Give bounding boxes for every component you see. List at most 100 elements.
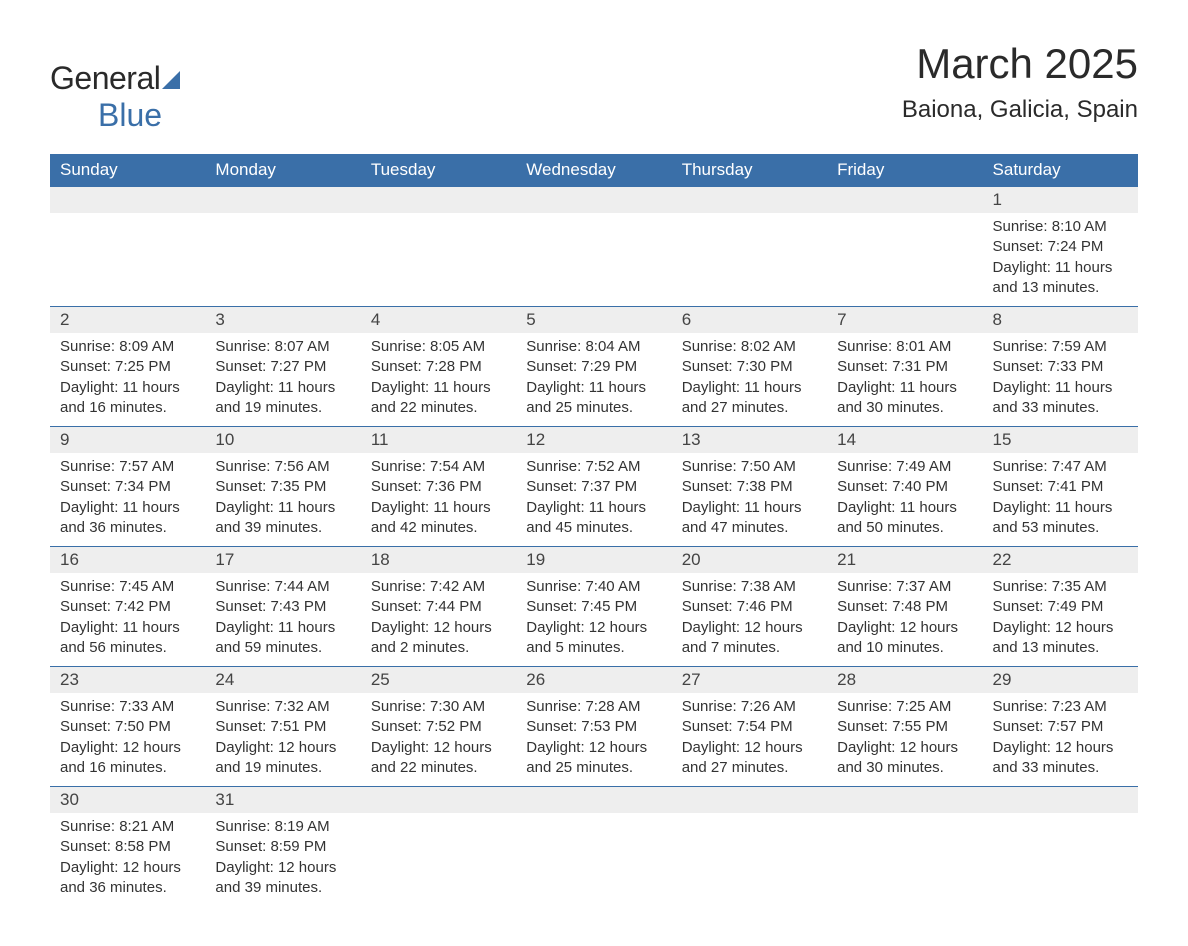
daylight-text: Daylight: 11 hours and 53 minutes. <box>993 498 1128 539</box>
weekday-header: Saturday <box>983 154 1138 187</box>
daylight-text: Daylight: 11 hours and 39 minutes. <box>215 498 350 539</box>
calendar-day <box>361 787 516 907</box>
day-number: 18 <box>361 547 516 573</box>
day-content: Sunrise: 8:02 AMSunset: 7:30 PMDaylight:… <box>672 333 827 426</box>
weekday-header: Wednesday <box>516 154 671 187</box>
day-content: Sunrise: 7:59 AMSunset: 7:33 PMDaylight:… <box>983 333 1138 426</box>
calendar-day: 3Sunrise: 8:07 AMSunset: 7:27 PMDaylight… <box>205 307 360 427</box>
sunset-text: Sunset: 7:37 PM <box>526 477 661 497</box>
sunrise-text: Sunrise: 7:47 AM <box>993 457 1128 477</box>
sunrise-text: Sunrise: 7:26 AM <box>682 697 817 717</box>
daylight-text: Daylight: 11 hours and 56 minutes. <box>60 618 195 659</box>
daylight-text: Daylight: 12 hours and 2 minutes. <box>371 618 506 659</box>
calendar-day <box>516 187 671 307</box>
day-content: Sunrise: 7:42 AMSunset: 7:44 PMDaylight:… <box>361 573 516 666</box>
daylight-text: Daylight: 11 hours and 13 minutes. <box>993 258 1128 299</box>
sunset-text: Sunset: 7:57 PM <box>993 717 1128 737</box>
calendar-day: 31Sunrise: 8:19 AMSunset: 8:59 PMDayligh… <box>205 787 360 907</box>
calendar-day: 2Sunrise: 8:09 AMSunset: 7:25 PMDaylight… <box>50 307 205 427</box>
day-content: Sunrise: 7:45 AMSunset: 7:42 PMDaylight:… <box>50 573 205 666</box>
calendar-table: SundayMondayTuesdayWednesdayThursdayFrid… <box>50 154 1138 906</box>
daylight-text: Daylight: 12 hours and 5 minutes. <box>526 618 661 659</box>
day-number-empty <box>827 787 982 813</box>
calendar-week: 30Sunrise: 8:21 AMSunset: 8:58 PMDayligh… <box>50 787 1138 907</box>
day-number: 28 <box>827 667 982 693</box>
sunset-text: Sunset: 7:50 PM <box>60 717 195 737</box>
sunset-text: Sunset: 7:36 PM <box>371 477 506 497</box>
daylight-text: Daylight: 11 hours and 50 minutes. <box>837 498 972 539</box>
day-number: 3 <box>205 307 360 333</box>
day-number: 12 <box>516 427 671 453</box>
daylight-text: Daylight: 11 hours and 25 minutes. <box>526 378 661 419</box>
sunset-text: Sunset: 7:52 PM <box>371 717 506 737</box>
daylight-text: Daylight: 11 hours and 27 minutes. <box>682 378 817 419</box>
sunrise-text: Sunrise: 7:25 AM <box>837 697 972 717</box>
sunrise-text: Sunrise: 7:50 AM <box>682 457 817 477</box>
daylight-text: Daylight: 12 hours and 27 minutes. <box>682 738 817 779</box>
day-number-empty <box>983 787 1138 813</box>
day-content: Sunrise: 7:33 AMSunset: 7:50 PMDaylight:… <box>50 693 205 786</box>
calendar-day <box>672 787 827 907</box>
daylight-text: Daylight: 11 hours and 47 minutes. <box>682 498 817 539</box>
calendar-day: 17Sunrise: 7:44 AMSunset: 7:43 PMDayligh… <box>205 547 360 667</box>
day-content: Sunrise: 7:32 AMSunset: 7:51 PMDaylight:… <box>205 693 360 786</box>
day-content: Sunrise: 7:40 AMSunset: 7:45 PMDaylight:… <box>516 573 671 666</box>
day-number: 7 <box>827 307 982 333</box>
sunrise-text: Sunrise: 7:32 AM <box>215 697 350 717</box>
day-content: Sunrise: 7:54 AMSunset: 7:36 PMDaylight:… <box>361 453 516 546</box>
day-number-empty <box>516 187 671 213</box>
title-block: March 2025 Baiona, Galicia, Spain <box>902 40 1138 124</box>
day-number: 11 <box>361 427 516 453</box>
sunset-text: Sunset: 7:48 PM <box>837 597 972 617</box>
day-number: 21 <box>827 547 982 573</box>
sunset-text: Sunset: 7:27 PM <box>215 357 350 377</box>
day-number: 27 <box>672 667 827 693</box>
day-content: Sunrise: 7:37 AMSunset: 7:48 PMDaylight:… <box>827 573 982 666</box>
sunset-text: Sunset: 7:55 PM <box>837 717 972 737</box>
calendar-day: 24Sunrise: 7:32 AMSunset: 7:51 PMDayligh… <box>205 667 360 787</box>
sunrise-text: Sunrise: 7:49 AM <box>837 457 972 477</box>
sunrise-text: Sunrise: 8:01 AM <box>837 337 972 357</box>
daylight-text: Daylight: 12 hours and 39 minutes. <box>215 858 350 899</box>
sunset-text: Sunset: 8:58 PM <box>60 837 195 857</box>
weekday-header: Thursday <box>672 154 827 187</box>
sunrise-text: Sunrise: 8:19 AM <box>215 817 350 837</box>
day-content: Sunrise: 7:38 AMSunset: 7:46 PMDaylight:… <box>672 573 827 666</box>
day-number: 25 <box>361 667 516 693</box>
brand-general: General <box>50 60 160 96</box>
day-content: Sunrise: 7:49 AMSunset: 7:40 PMDaylight:… <box>827 453 982 546</box>
calendar-day <box>827 787 982 907</box>
day-content: Sunrise: 8:04 AMSunset: 7:29 PMDaylight:… <box>516 333 671 426</box>
calendar-day <box>205 187 360 307</box>
sunset-text: Sunset: 7:43 PM <box>215 597 350 617</box>
day-number: 1 <box>983 187 1138 213</box>
calendar-day <box>983 787 1138 907</box>
sunrise-text: Sunrise: 8:09 AM <box>60 337 195 357</box>
day-number: 5 <box>516 307 671 333</box>
sunrise-text: Sunrise: 7:33 AM <box>60 697 195 717</box>
calendar-body: 1Sunrise: 8:10 AMSunset: 7:24 PMDaylight… <box>50 187 1138 907</box>
calendar-day: 12Sunrise: 7:52 AMSunset: 7:37 PMDayligh… <box>516 427 671 547</box>
sunset-text: Sunset: 7:54 PM <box>682 717 817 737</box>
day-number: 8 <box>983 307 1138 333</box>
day-content: Sunrise: 8:10 AMSunset: 7:24 PMDaylight:… <box>983 213 1138 306</box>
calendar-week: 1Sunrise: 8:10 AMSunset: 7:24 PMDaylight… <box>50 187 1138 307</box>
day-number-empty <box>50 187 205 213</box>
day-number: 10 <box>205 427 360 453</box>
day-number: 16 <box>50 547 205 573</box>
day-content: Sunrise: 7:50 AMSunset: 7:38 PMDaylight:… <box>672 453 827 546</box>
sunrise-text: Sunrise: 7:28 AM <box>526 697 661 717</box>
sunrise-text: Sunrise: 7:40 AM <box>526 577 661 597</box>
sunset-text: Sunset: 7:34 PM <box>60 477 195 497</box>
sunrise-text: Sunrise: 7:38 AM <box>682 577 817 597</box>
calendar-day: 10Sunrise: 7:56 AMSunset: 7:35 PMDayligh… <box>205 427 360 547</box>
sunset-text: Sunset: 7:49 PM <box>993 597 1128 617</box>
weekday-header: Friday <box>827 154 982 187</box>
sunset-text: Sunset: 7:45 PM <box>526 597 661 617</box>
daylight-text: Daylight: 12 hours and 25 minutes. <box>526 738 661 779</box>
calendar-header-row: SundayMondayTuesdayWednesdayThursdayFrid… <box>50 154 1138 187</box>
day-content: Sunrise: 8:05 AMSunset: 7:28 PMDaylight:… <box>361 333 516 426</box>
calendar-day: 4Sunrise: 8:05 AMSunset: 7:28 PMDaylight… <box>361 307 516 427</box>
day-number-empty <box>672 187 827 213</box>
sunset-text: Sunset: 7:44 PM <box>371 597 506 617</box>
